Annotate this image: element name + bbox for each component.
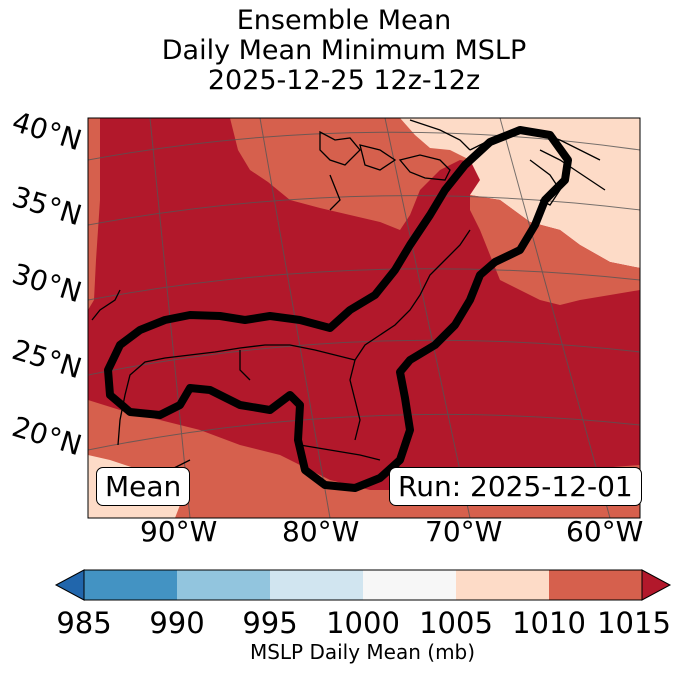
colorbar-tick-1005: 1005 bbox=[419, 606, 493, 640]
colorbar-tick-995: 995 bbox=[242, 606, 298, 640]
mean-badge: Mean bbox=[96, 467, 191, 506]
colorbar-label: MSLP Daily Mean (mb) bbox=[249, 640, 476, 664]
pressure-field bbox=[88, 118, 640, 518]
contour-1010mb bbox=[104, 126, 572, 492]
colorbar-extend-low bbox=[54, 569, 85, 601]
colorbar-bin-990-995 bbox=[177, 570, 270, 600]
chart-title: Ensemble Mean Daily Mean Minimum MSLP 20… bbox=[0, 6, 688, 96]
lon-label-60w: 60°W bbox=[566, 515, 644, 548]
title-line-1: Ensemble Mean bbox=[236, 5, 452, 36]
colorbar-tick-1010: 1010 bbox=[512, 606, 586, 640]
colorbar-tick-990: 990 bbox=[149, 606, 205, 640]
field-1010-west bbox=[88, 118, 100, 310]
colorbar-bin-1000-1005 bbox=[363, 570, 456, 600]
lon-label-80w: 80°W bbox=[282, 515, 360, 548]
run-date-badge: Run: 2025-12-01 bbox=[389, 467, 642, 506]
colorbar-bin-1005-1010 bbox=[456, 570, 549, 600]
colorbar-extend-high bbox=[641, 569, 672, 601]
lon-label-90w: 90°W bbox=[140, 515, 218, 548]
title-line-3: 2025-12-25 12z-12z bbox=[207, 65, 481, 96]
colorbar-tick-985: 985 bbox=[56, 606, 112, 640]
colorbar bbox=[54, 569, 672, 601]
colorbar-tick-1000: 1000 bbox=[326, 606, 400, 640]
colorbar-bin-985-990 bbox=[84, 570, 177, 600]
colorbar-tick-1015: 1015 bbox=[597, 606, 671, 640]
colorbar-bin-995-1000 bbox=[270, 570, 363, 600]
title-line-2: Daily Mean Minimum MSLP bbox=[161, 35, 527, 66]
field-1010-east bbox=[470, 195, 640, 305]
lon-label-70w: 70°W bbox=[425, 515, 503, 548]
field-1005-1010-northeast bbox=[400, 118, 640, 268]
colorbar-bin-1010-1015 bbox=[549, 570, 642, 600]
